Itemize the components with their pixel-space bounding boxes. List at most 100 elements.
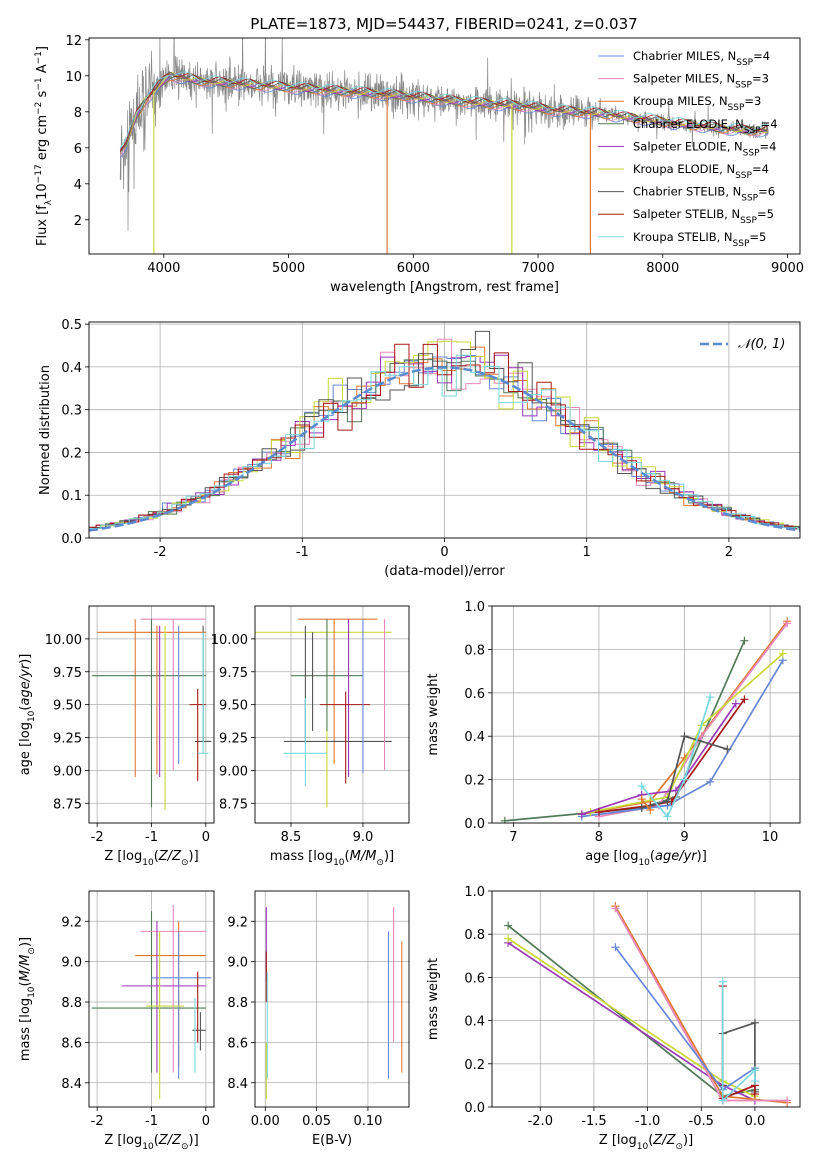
line-cs (641, 735, 728, 809)
marker-cs (663, 797, 672, 806)
y-tick-label: 0.1 (61, 489, 82, 504)
marker-se (577, 810, 586, 819)
x-tick-label: 6000 (397, 261, 430, 276)
y-axis-label: Normed distribution (38, 365, 53, 495)
label-part: SSP (740, 216, 757, 226)
label-part: age [log (18, 722, 33, 775)
x-tick-label: 7000 (522, 261, 555, 276)
model-line-cs (119, 71, 769, 153)
label-part: SSP (733, 239, 750, 249)
label-part: )] (189, 1133, 199, 1148)
y-tick-label: 10.00 (45, 633, 82, 648)
label-part: ( (154, 1133, 159, 1148)
line-se (581, 703, 737, 816)
panel-mass-vs-Z: -2 -1 08.48.68.89.09.2Z [log10(Z/Z⊙)]mass … (18, 890, 215, 1152)
legend-label-normal: 𝒩(0, 1) (738, 337, 785, 352)
x-tick-label: 9 (680, 830, 688, 845)
model-line-ss (119, 73, 769, 152)
marker-cm (706, 777, 715, 786)
x-axis-label: E(B-V) (312, 1133, 352, 1148)
axes-frame (88, 321, 801, 539)
y-tick-label: 0.8 (464, 928, 485, 943)
label-part: =4 (761, 117, 778, 131)
plot-area (255, 606, 409, 823)
label-part: =3 (752, 72, 769, 86)
histogram-ks (89, 354, 800, 530)
label-part: Flux [f (35, 205, 50, 246)
plot-area (89, 322, 800, 538)
y-tick-label: 0.4 (61, 361, 82, 376)
label-part: Salpeter ELODIE, N (633, 139, 743, 153)
x-tick-label: -1 (296, 545, 309, 560)
label-part: Z/Z (158, 849, 182, 864)
label-part: mass [log (18, 998, 33, 1061)
marker-ss (594, 808, 603, 817)
x-tick-label: 0.0 (745, 1114, 766, 1129)
panel-mass-vs-EBV: 0.00 0.05 0.10 8.4 8.6 8.8 9.0 9.2 E(B-V) (227, 890, 410, 1148)
label-part: SSP (736, 58, 753, 68)
label-part: age/yr (655, 849, 698, 864)
marker-ks (718, 1096, 727, 1105)
x-tick-label: 0 (202, 1114, 210, 1129)
x-tick-label: 9000 (771, 261, 804, 276)
label-part: (data-model)/error (384, 564, 505, 579)
label-part: ] (35, 46, 50, 51)
label-part: Chabrier STELIB, N (633, 185, 741, 199)
label-part: SSP (744, 126, 761, 136)
legend-label-cm: Chabrier MILES, NSSP=4 (633, 49, 770, 68)
panel-spectrum: 4000 5000 6000 7000 8000 9000 2 4 6 8 10 12 waveleng… (34, 34, 804, 295)
x-axis-label: Z [log10(Z/Z⊙)] (104, 849, 198, 868)
label-part: Chabrier ELODIE, N (633, 117, 744, 131)
y-tick-label: 8.4 (61, 1077, 82, 1092)
marker-sm (611, 904, 620, 913)
marker-ks (680, 775, 689, 784)
y-tick-label: 0.2 (61, 446, 82, 461)
plot-area (89, 891, 214, 1107)
marker-cs (637, 803, 646, 812)
x-tick-label: 8.5 (281, 830, 302, 845)
y-tick-label: 8.75 (53, 797, 82, 812)
model-line-km (119, 76, 769, 154)
x-axis-label: Z [log10(Z/Z⊙)] (104, 1133, 198, 1152)
y-axis-label: mass weight (426, 673, 441, 755)
label-part: =4 (753, 49, 770, 63)
label-part: )] (18, 937, 33, 947)
line-cm (581, 659, 784, 818)
marker-cm (611, 943, 620, 952)
legend-label-ce: Chabrier ELODIE, NSSP=4 (633, 117, 778, 136)
panel-age-vs-mass: 8.5 9.0 8.75 9.00 9.25 9.50 9.75 10.00 mass [log… (211, 605, 410, 868)
model-line-ks (119, 71, 769, 149)
y-tick-label: 8.6 (227, 1036, 248, 1051)
marker-sm (697, 732, 706, 741)
line-ks (641, 696, 712, 819)
model-line-ce (119, 74, 769, 151)
legend-label-ss: Salpeter STELIB, NSSP=5 (633, 207, 774, 226)
x-tick-label: -1 (145, 1114, 158, 1129)
y-tick-label: 0.0 (61, 532, 82, 547)
y-tick-label: 9.75 (53, 666, 82, 681)
label-part: )] (18, 654, 33, 664)
normal-curve (89, 366, 800, 532)
label-part: =4 (752, 162, 769, 176)
axes-frame (491, 605, 801, 824)
label-part: ⊙ (27, 947, 37, 955)
x-tick-label: 9.0 (353, 830, 374, 845)
y-tick-label: 4 (74, 178, 82, 193)
y-axis-label: Flux [fλ10−17 erg cm−2 s−1 A−1] (34, 46, 54, 246)
label-part: ( (345, 849, 350, 864)
label-part: Salpeter MILES, N (633, 72, 735, 86)
label-part: ( (18, 981, 33, 986)
x-tick-label: 8 (595, 830, 603, 845)
label-part: Kroupa ELODIE, N (633, 162, 735, 176)
marker-km (637, 795, 646, 804)
plot-area (119, 38, 769, 254)
label-part: Normed distribution (38, 365, 53, 495)
marker-ks (718, 977, 727, 986)
x-tick-label: -1.0 (635, 1114, 660, 1129)
marker-ks (750, 1066, 759, 1075)
label-part: Kroupa MILES, N (633, 94, 728, 108)
y-tick-label: 9.50 (219, 699, 248, 714)
label-part: 10 (637, 1142, 649, 1152)
